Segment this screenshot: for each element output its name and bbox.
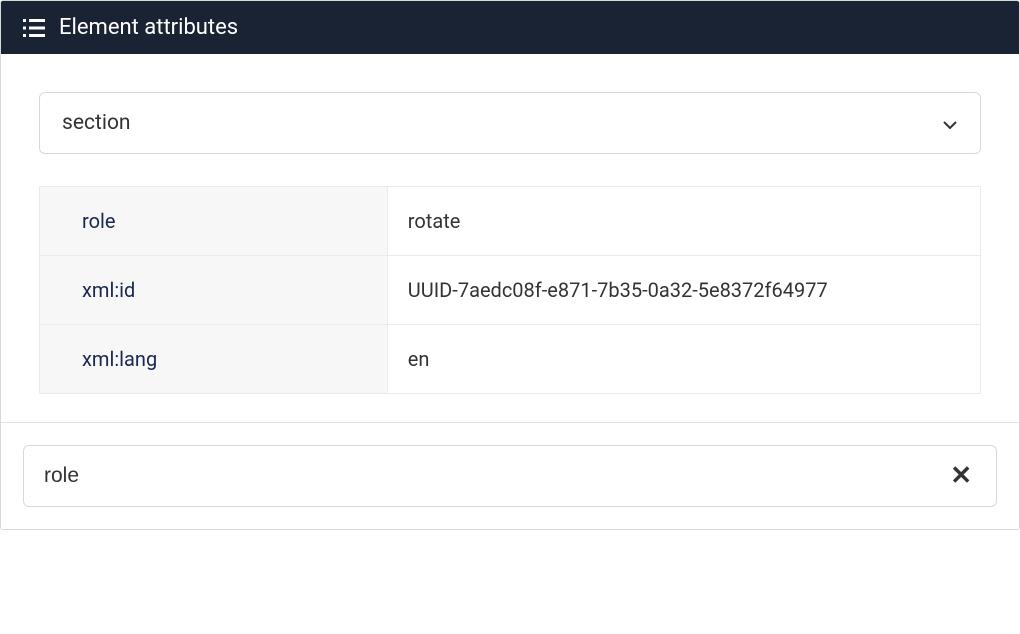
panel-title: Element attributes [59,15,238,40]
element-selector[interactable]: section [39,92,981,154]
element-selector-value: section [62,111,131,135]
attribute-value[interactable]: rotate [388,187,980,255]
filter-input-container: ✕ [23,445,997,507]
close-icon[interactable]: ✕ [946,459,976,493]
attribute-value[interactable]: en [388,325,980,393]
attribute-name[interactable]: xml:id [40,256,388,324]
list-icon [23,19,45,37]
chevron-down-icon [942,115,958,131]
panel-body: section role rotate xml:id UUID-7aedc08f… [1,54,1019,422]
attributes-table: role rotate xml:id UUID-7aedc08f-e871-7b… [39,186,981,394]
table-row: role rotate [40,187,980,256]
table-row: xml:id UUID-7aedc08f-e871-7b35-0a32-5e83… [40,256,980,325]
attribute-name[interactable]: role [40,187,388,255]
element-attributes-panel: Element attributes section role rotate x… [0,0,1020,530]
table-row: xml:lang en [40,325,980,393]
filter-input[interactable] [44,464,946,488]
attribute-value[interactable]: UUID-7aedc08f-e871-7b35-0a32-5e8372f6497… [388,256,980,324]
attribute-name[interactable]: xml:lang [40,325,388,393]
panel-footer: ✕ [1,422,1019,529]
panel-header: Element attributes [1,1,1019,54]
